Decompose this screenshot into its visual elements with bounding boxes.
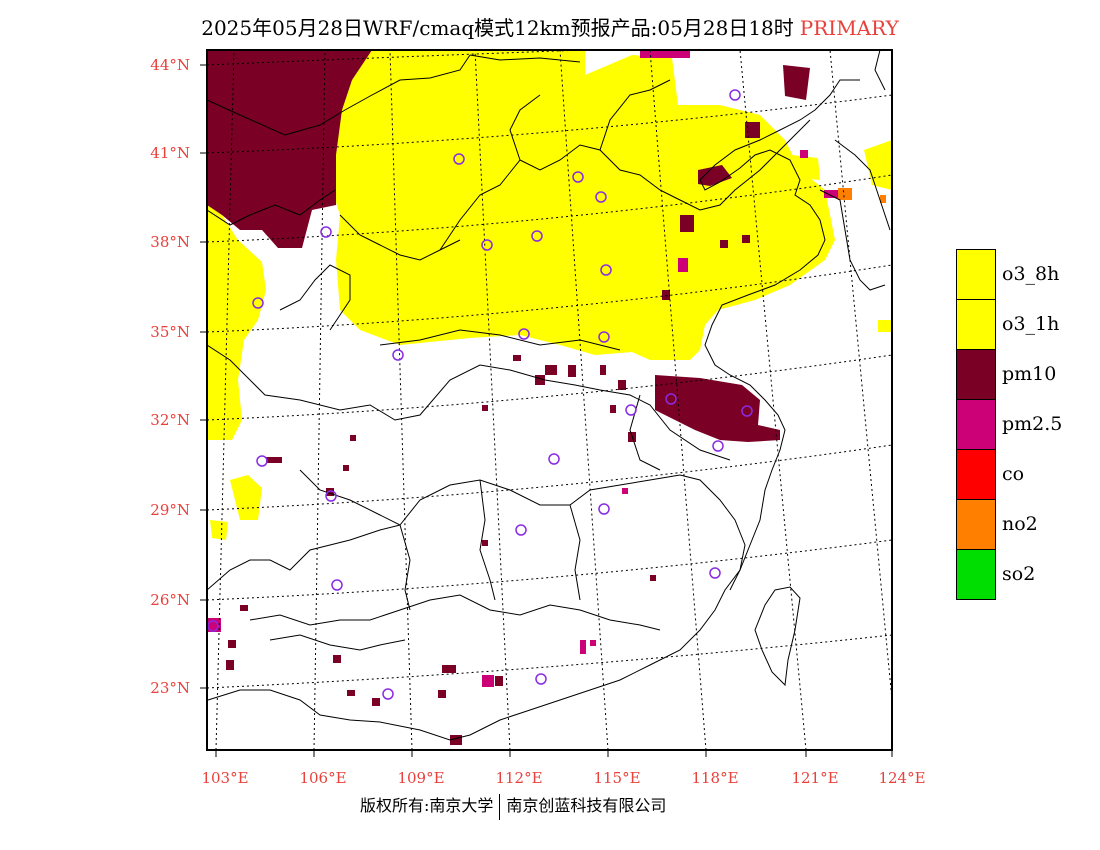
station-markers (207, 89, 753, 700)
pm10-regions (207, 50, 810, 442)
legend-swatch (956, 249, 996, 300)
title-main: 2025年05月28日WRF/cmaq模式12km预报产品:05月28日18时 (201, 16, 794, 40)
lat-label: 29°N (150, 501, 190, 519)
legend-label: o3_8h (1002, 263, 1060, 285)
map-frame (206, 49, 893, 751)
coastline (207, 79, 860, 741)
lon-label: 103°E (201, 769, 248, 787)
lat-label: 44°N (150, 56, 190, 74)
legend-label: so2 (1002, 563, 1036, 585)
copyright-left: 版权所有:南京大学 (360, 796, 494, 815)
title-tag: PRIMARY (799, 16, 899, 40)
lon-label: 109°E (397, 769, 444, 787)
legend-label: o3_1h (1002, 313, 1060, 335)
copyright-right: 南京创蓝科技有限公司 (506, 796, 667, 815)
legend-label: pm2.5 (1002, 413, 1063, 435)
legend-swatch (956, 399, 996, 450)
lon-label: 115°E (593, 769, 640, 787)
graticule (207, 50, 892, 750)
legend-label: pm10 (1002, 363, 1057, 385)
lat-label: 38°N (150, 233, 190, 251)
taiwan-outline (754, 586, 801, 687)
copyright: 版权所有:南京大学 南京创蓝科技有限公司 (360, 792, 666, 820)
lon-label: 106°E (299, 769, 346, 787)
o3-regions (207, 50, 892, 540)
lat-label: 32°N (150, 411, 190, 429)
lat-label: 23°N (150, 679, 190, 697)
legend-swatch (956, 299, 996, 350)
legend-label: no2 (1002, 513, 1038, 535)
lat-label: 41°N (150, 144, 190, 162)
legend-label: co (1002, 463, 1025, 485)
legend-swatch (956, 549, 996, 600)
legend-swatch (956, 349, 996, 400)
lat-label: 35°N (150, 323, 190, 341)
lon-label: 124°E (878, 769, 925, 787)
pollutant-cells (207, 50, 886, 745)
lon-label: 112°E (495, 769, 542, 787)
lat-label: 26°N (150, 591, 190, 609)
copyright-divider (499, 793, 501, 820)
lon-label: 118°E (691, 769, 738, 787)
map-content (207, 50, 892, 750)
legend-swatch (956, 499, 996, 550)
legend-swatch (956, 449, 996, 500)
map-title: 2025年05月28日WRF/cmaq模式12km预报产品:05月28日18时 P… (0, 12, 1100, 41)
lon-label: 121°E (791, 769, 838, 787)
